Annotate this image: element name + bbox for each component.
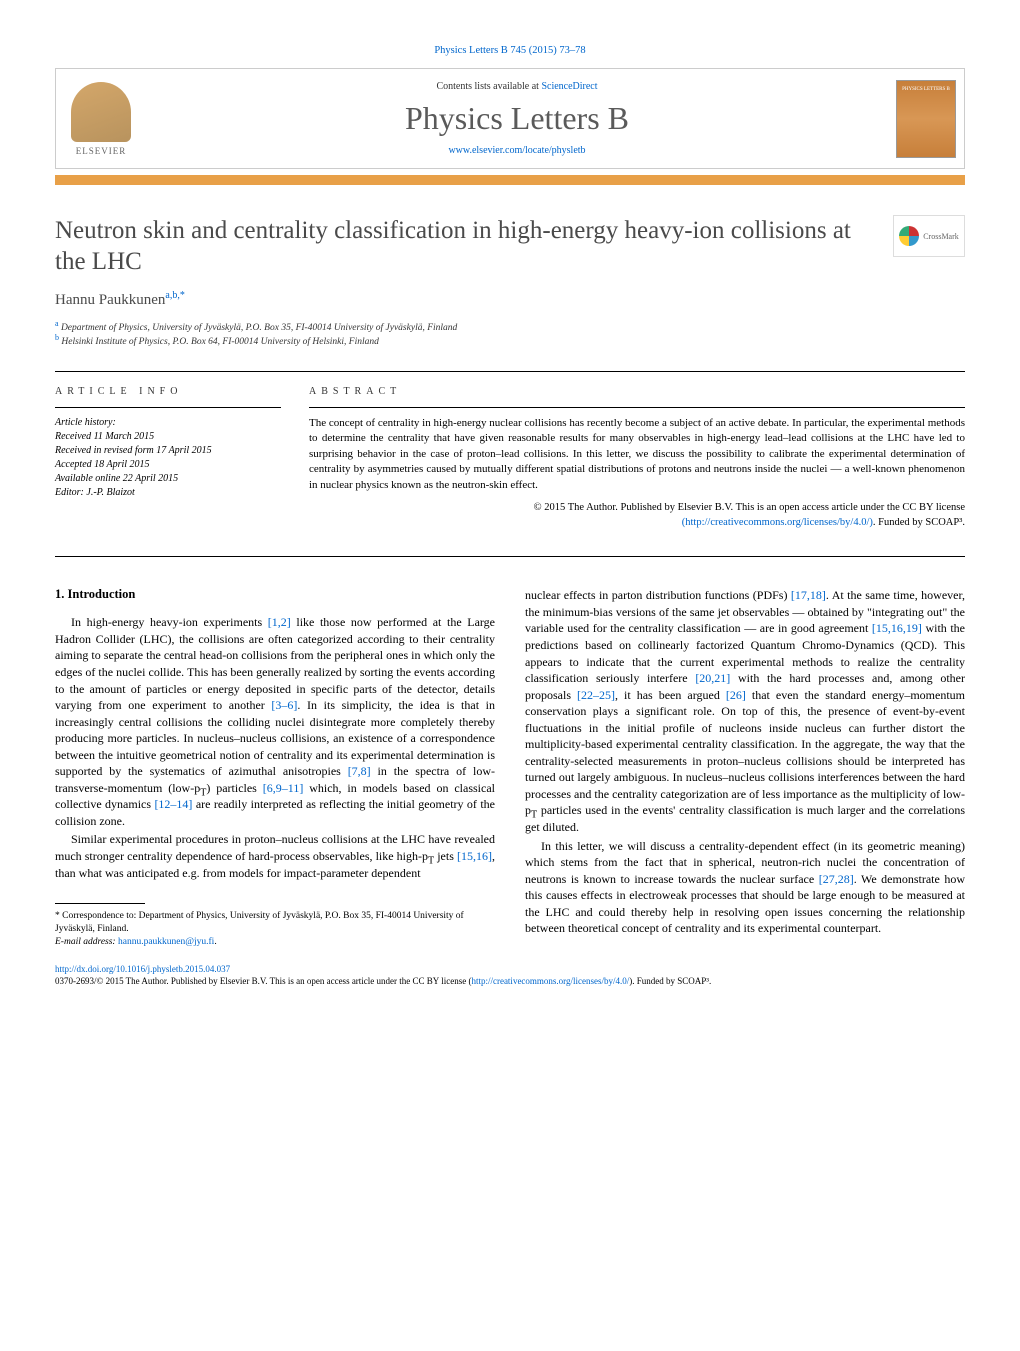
crossmark-label: CrossMark	[923, 232, 959, 241]
author-affil-marks: a,b,*	[165, 290, 184, 301]
copyright-block: © 2015 The Author. Published by Elsevier…	[309, 501, 965, 530]
citation[interactable]: [6,9–11]	[263, 781, 304, 795]
cc-license-link[interactable]: (http://creativecommons.org/licenses/by/…	[682, 517, 873, 528]
paragraph: Similar experimental procedures in proto…	[55, 831, 495, 881]
paragraph: In this letter, we will discuss a centra…	[525, 838, 965, 937]
author-email-link[interactable]: hannu.paukkunen@jyu.fi	[118, 937, 214, 947]
online-date: Available online 22 April 2015	[55, 472, 281, 486]
elsevier-tree-icon	[71, 82, 131, 142]
citation[interactable]: [26]	[726, 688, 746, 702]
author-name: Hannu Paukkunen	[55, 292, 165, 308]
issn-tail: ). Funded by SCOAP³.	[629, 976, 711, 986]
cc-license-link-footer[interactable]: http://creativecommons.org/licenses/by/4…	[471, 976, 629, 986]
issn-line: 0370-2693/© 2015 The Author. Published b…	[55, 976, 471, 986]
paragraph: In high-energy heavy-ion experiments [1,…	[55, 614, 495, 829]
crossmark-icon	[899, 226, 919, 246]
affiliation-b: Helsinki Institute of Physics, P.O. Box …	[61, 337, 379, 347]
editor: Editor: J.-P. Blaizot	[55, 486, 281, 500]
crossmark-badge[interactable]: CrossMark	[893, 215, 965, 257]
citation[interactable]: [20,21]	[695, 671, 730, 685]
citation[interactable]: [7,8]	[348, 764, 371, 778]
divider-bar	[55, 175, 965, 185]
correspondence-text: * Correspondence to: Department of Physi…	[55, 910, 495, 936]
publisher-name: ELSEVIER	[76, 146, 127, 156]
journal-title: Physics Letters B	[146, 100, 888, 137]
rule	[55, 556, 965, 557]
paragraph: nuclear effects in parton distribution f…	[525, 587, 965, 835]
rule	[55, 371, 965, 372]
footnote-rule	[55, 903, 145, 904]
affiliations: a Department of Physics, University of J…	[55, 321, 965, 350]
copyright-line: © 2015 The Author. Published by Elsevier…	[534, 502, 965, 513]
citation[interactable]: [17,18]	[791, 588, 826, 602]
section-1-title: 1. Introduction	[55, 587, 495, 602]
abstract-text: The concept of centrality in high-energy…	[309, 416, 965, 493]
citation[interactable]: [22–25]	[577, 688, 615, 702]
page-footer: http://dx.doi.org/10.1016/j.physletb.201…	[55, 963, 965, 987]
received-date: Received 11 March 2015	[55, 430, 281, 444]
elsevier-logo: ELSEVIER	[56, 69, 146, 168]
author-line: Hannu Paukkunena,b,*	[55, 292, 965, 309]
correspondence-footnote: * Correspondence to: Department of Physi…	[55, 910, 495, 948]
article-title: Neutron skin and centrality classificati…	[55, 215, 873, 278]
journal-reference: Physics Letters B 745 (2015) 73–78	[55, 45, 965, 56]
sciencedirect-link[interactable]: ScienceDirect	[541, 81, 597, 92]
journal-header: ELSEVIER Contents lists available at Sci…	[55, 68, 965, 169]
contents-available: Contents lists available at ScienceDirec…	[146, 81, 888, 92]
accepted-date: Accepted 18 April 2015	[55, 458, 281, 472]
email-label: E-mail address:	[55, 937, 118, 947]
revised-date: Received in revised form 17 April 2015	[55, 444, 281, 458]
citation[interactable]: [12–14]	[154, 797, 192, 811]
citation[interactable]: [3–6]	[271, 698, 297, 712]
article-info-heading: ARTICLE INFO	[55, 386, 281, 397]
scoap-tail: . Funded by SCOAP³.	[873, 517, 965, 528]
doi-link[interactable]: http://dx.doi.org/10.1016/j.physletb.201…	[55, 964, 230, 974]
citation[interactable]: [15,16,19]	[872, 621, 922, 635]
citation[interactable]: [27,28]	[819, 872, 854, 886]
journal-cover: PHYSICS LETTERS B	[888, 69, 964, 168]
citation[interactable]: [1,2]	[268, 615, 291, 629]
cover-thumbnail-icon: PHYSICS LETTERS B	[896, 80, 956, 158]
journal-homepage-link[interactable]: www.elsevier.com/locate/physletb	[146, 145, 888, 156]
history-label: Article history:	[55, 416, 281, 430]
citation[interactable]: [15,16]	[457, 849, 492, 863]
contents-prefix: Contents lists available at	[436, 81, 541, 92]
affiliation-a: Department of Physics, University of Jyv…	[61, 323, 457, 333]
abstract-heading: ABSTRACT	[309, 386, 965, 397]
